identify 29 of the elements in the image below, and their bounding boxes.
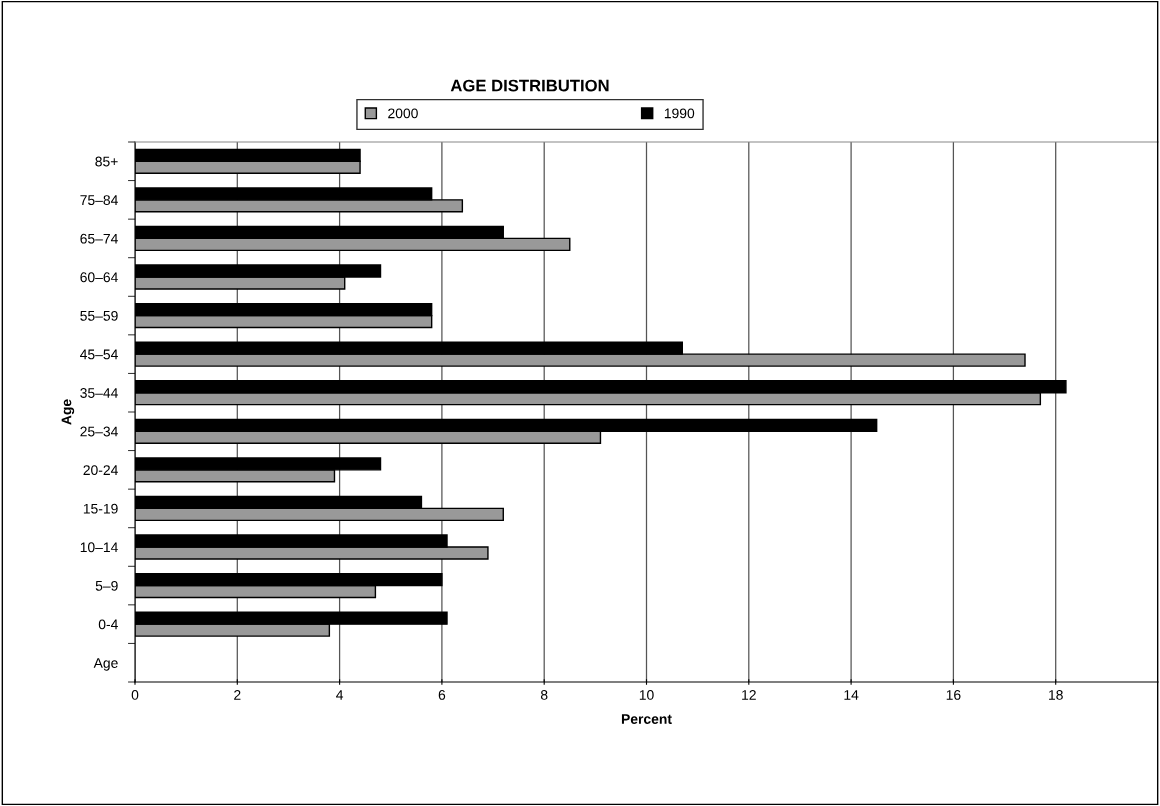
x-tick-label: 18 bbox=[1049, 690, 1063, 700]
y-tick-label: 5–9 bbox=[95, 580, 118, 591]
y-tick-label: 20-24 bbox=[83, 465, 118, 476]
x-tick-label: 4 bbox=[336, 690, 344, 700]
y-tick-label: 0-4 bbox=[98, 619, 118, 630]
x-tick-label: 8 bbox=[540, 690, 548, 700]
x-tick-label: 14 bbox=[844, 690, 859, 700]
x-tick-label: 0 bbox=[131, 690, 139, 700]
x-tick-label: 12 bbox=[742, 690, 756, 700]
y-tick-label: 15-19 bbox=[83, 503, 118, 514]
y-tick-label: Age bbox=[93, 658, 118, 671]
chart-title: AGE DISTRIBUTION bbox=[450, 79, 609, 92]
y-tick-label: 65–74 bbox=[80, 233, 118, 244]
x-tick-label: 10 bbox=[639, 690, 654, 700]
y-tick-label: 45–54 bbox=[80, 349, 118, 360]
x-tick-label: 2 bbox=[234, 690, 241, 700]
x-tick-label: 6 bbox=[438, 690, 446, 700]
legend-label: 2000 bbox=[388, 108, 418, 119]
y-tick-label: 35–44 bbox=[80, 388, 118, 398]
y-tick-label: 25–34 bbox=[80, 426, 118, 437]
y-tick-label: 10–14 bbox=[80, 542, 118, 553]
legend-label: 1990 bbox=[664, 108, 695, 119]
y-tick-label: 60–64 bbox=[80, 272, 118, 283]
y-axis-title: Age bbox=[61, 399, 75, 425]
y-tick-label: 75–84 bbox=[80, 195, 118, 206]
x-axis-title: Percent bbox=[621, 714, 672, 724]
y-tick-label: 85+ bbox=[95, 156, 118, 167]
x-tick-label: 16 bbox=[946, 690, 961, 700]
y-tick-label: 55–59 bbox=[80, 310, 118, 321]
